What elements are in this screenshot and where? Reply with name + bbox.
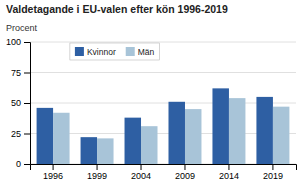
bar: [168, 102, 184, 164]
x-tick-label: 2004: [131, 171, 151, 181]
y-tick-mark: [24, 134, 30, 135]
x-tick-mark: [53, 164, 54, 170]
grid-line: [30, 133, 296, 134]
x-tick-mark: [184, 164, 185, 170]
x-tick-mark: [228, 164, 229, 170]
bar: [53, 113, 69, 164]
x-tick-mark: [272, 164, 273, 170]
x-tick: 2009: [175, 164, 195, 181]
y-tick-label: 75: [11, 68, 21, 78]
y-tick: 50: [11, 98, 30, 108]
x-tick-label: 1999: [87, 171, 107, 181]
legend-swatch: [75, 47, 84, 56]
plot: 0 25 50 75 100 1996 1999 2004 2009 2014 2019 Kvinno…: [6, 37, 297, 181]
chart: Valdetagande i EU-valen efter kön 1996-2…: [0, 0, 306, 186]
x-axis: 1996 1999 2004 2009 2014 2019: [31, 164, 297, 181]
bar: [212, 88, 228, 164]
legend: Kvinnor Män: [70, 43, 159, 60]
grid-line: [30, 42, 296, 43]
y-axis-label: Procent: [6, 23, 38, 33]
x-axis-line: [31, 165, 297, 171]
series: [53, 98, 289, 164]
y-tick: 0: [16, 159, 30, 169]
bar: [37, 108, 53, 164]
grid-line: [30, 103, 296, 104]
bar: [273, 107, 289, 164]
y-tick-mark: [24, 73, 30, 74]
title: Valdetagande i EU-valen efter kön 1996-2…: [6, 3, 228, 15]
x-tick-label: 2014: [219, 171, 239, 181]
y-tick-label: 100: [6, 37, 21, 47]
legend-label: Män: [138, 47, 155, 57]
x-tick-mark: [97, 164, 98, 170]
x-tick-mark: [141, 164, 142, 170]
legend-box: [70, 43, 159, 60]
y-tick-label: 25: [11, 129, 21, 139]
legend-swatch: [126, 47, 135, 56]
bar: [141, 126, 157, 164]
bar: [185, 109, 201, 164]
grid-line: [30, 72, 296, 73]
x-tick-label: 2009: [175, 171, 195, 181]
x-tick: 1999: [87, 164, 107, 181]
x-tick: 2014: [219, 164, 239, 181]
grid: [30, 42, 296, 164]
legend-item: Kvinnor: [75, 47, 116, 57]
y-tick: 100: [6, 37, 30, 47]
bar: [97, 138, 113, 164]
y-tick: 25: [11, 129, 30, 139]
y-tick-mark: [24, 164, 30, 165]
y-axis-line: [24, 43, 31, 165]
bar: [81, 137, 97, 164]
legend-item: Män: [126, 47, 155, 57]
legend-label: Kvinnor: [87, 47, 116, 57]
x-tick: 2004: [131, 164, 151, 181]
bar: [125, 118, 141, 164]
x-tick: 2019: [263, 164, 283, 181]
bars: [37, 88, 290, 164]
x-tick: 1996: [43, 164, 63, 181]
y-tick-mark: [24, 103, 30, 104]
y-axis: 0 25 50 75 100: [6, 37, 31, 169]
x-tick-label: 2019: [263, 171, 283, 181]
y-tick: 75: [11, 68, 30, 78]
x-tick-label: 1996: [43, 171, 63, 181]
y-tick-label: 50: [11, 98, 21, 108]
bar: [229, 98, 245, 164]
y-tick-mark: [24, 42, 30, 43]
series: [37, 88, 273, 164]
bar: [256, 97, 272, 164]
y-tick-label: 0: [16, 159, 21, 169]
